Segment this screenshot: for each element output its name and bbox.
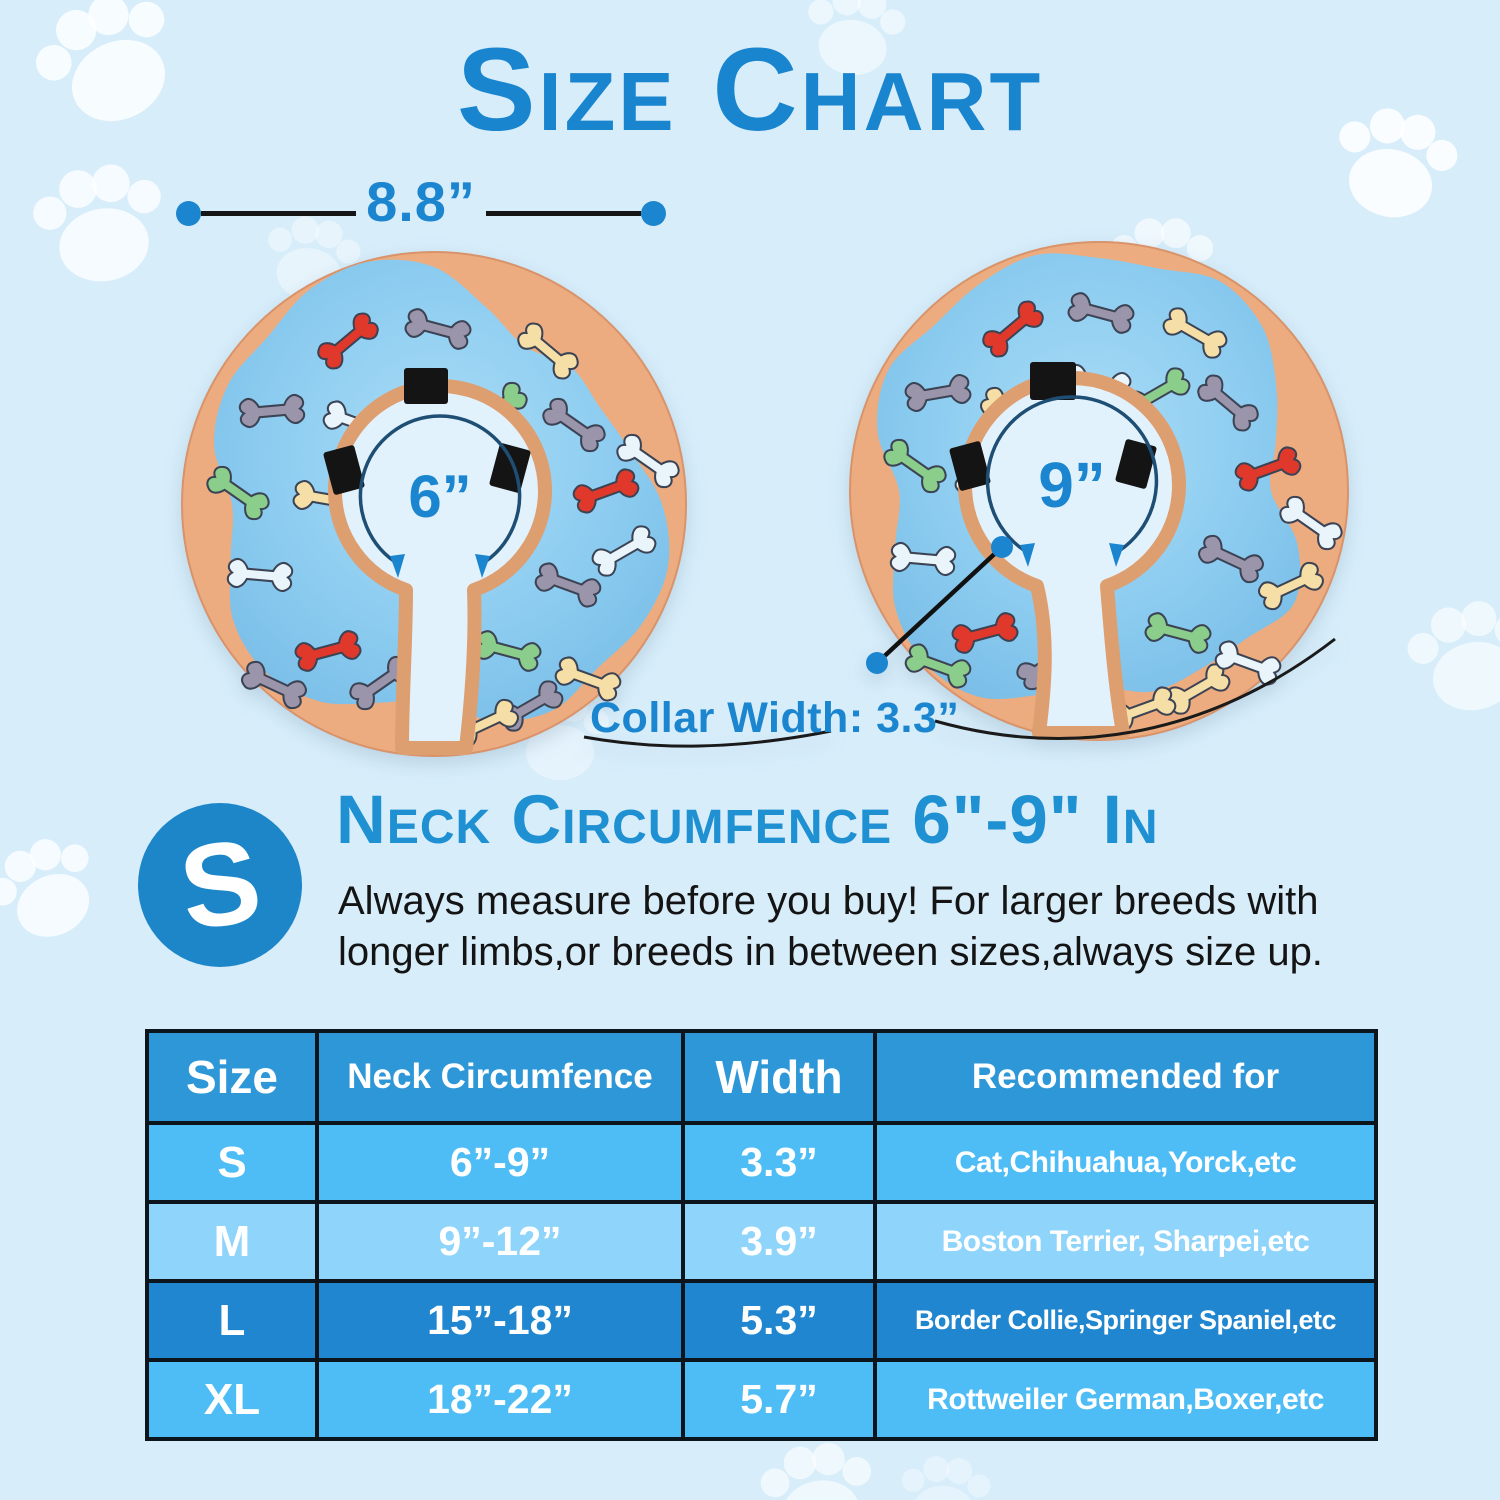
paw-print-icon: [35, 0, 166, 122]
inner-circumference-value: 6”: [408, 463, 471, 530]
cell-recommended: Boston Terrier, Sharpei,etc: [873, 1200, 1378, 1283]
collar-width-measure-line: [875, 545, 1004, 665]
cell-recommended: Border Collie,Springer Spaniel,etc: [873, 1279, 1378, 1362]
donut-illustration: [849, 241, 1349, 741]
measure-endpoint-dot: [866, 652, 888, 674]
cell-recommended: Cat,Chihuahua,Yorck,etc: [873, 1121, 1378, 1204]
paw-print-icon: [0, 839, 90, 937]
cell-width: 5.7”: [681, 1358, 877, 1441]
table-row-s: S 6”-9” 3.3” Cat,Chihuahua,Yorck,etc: [145, 1121, 1378, 1204]
donut-collar-size-s-front: 6”: [181, 251, 832, 757]
measure-line: [201, 210, 357, 216]
donut-collar-size-s-angled: 9”: [849, 241, 1349, 741]
cell-recommended: Rottweiler German,Boxer,etc: [873, 1358, 1378, 1441]
page-title: Size Chart: [456, 24, 1044, 156]
cell-width: 3.9”: [681, 1200, 877, 1283]
measure-endpoint-dot: [641, 200, 667, 226]
circumference-arc: [358, 414, 441, 567]
circumference-arc: [439, 414, 522, 567]
collar-strap: [1030, 362, 1076, 400]
cell-size: M: [145, 1200, 319, 1283]
paw-print-icon: [33, 164, 161, 282]
cell-neck: 15”-18”: [315, 1279, 685, 1362]
outer-width-measure: 8.8”: [176, 170, 667, 233]
paw-print-icon: [808, 0, 906, 76]
paw-print-icon: [1339, 108, 1458, 218]
inflation-cord: [583, 729, 832, 748]
collar-width-label: Collar Width: 3.3”: [590, 694, 960, 742]
arrowhead-icon: [475, 554, 490, 578]
measure-endpoint-dot: [991, 536, 1013, 558]
paw-print-icon: [1407, 601, 1500, 711]
sizing-advice-text: Always measure before you buy! For large…: [338, 879, 1323, 975]
table-row-l: L 15”-18” 5.3” Border Collie,Springer Sp…: [145, 1279, 1378, 1362]
table-row-m: M 9”-12” 3.9” Boston Terrier, Sharpei,et…: [145, 1200, 1378, 1283]
inner-circumference-value: 9”: [1038, 449, 1106, 521]
cell-neck: 9”-12”: [315, 1200, 685, 1283]
cell-size: S: [145, 1121, 319, 1204]
measure-line: [485, 210, 642, 216]
column-header-size: Size: [145, 1029, 319, 1125]
table-row-xl: XL 18”-22” 5.7” Rottweiler German,Boxer,…: [145, 1358, 1378, 1441]
size-badge-letter: S: [171, 814, 269, 956]
arrowhead-icon: [1020, 543, 1035, 567]
arrowhead-icon: [390, 554, 405, 578]
size-chart-table: Size Neck Circumfence Width Recommended …: [145, 1029, 1378, 1441]
cell-width: 5.3”: [681, 1279, 877, 1362]
table-header: Size Neck Circumfence Width Recommended …: [145, 1029, 1378, 1125]
circumference-arc: [1071, 395, 1159, 556]
collar-strap: [1115, 439, 1157, 489]
size-badge: S: [138, 803, 302, 967]
measure-endpoint-dot: [176, 200, 201, 226]
collar-strap: [404, 368, 448, 404]
collar-strap: [949, 441, 991, 491]
column-header-recommended: Recommended for: [873, 1029, 1378, 1125]
cell-neck: 6”-9”: [315, 1121, 685, 1204]
neck-circumference-heading: Neck Circumfence 6"-9" In: [336, 781, 1159, 858]
cell-size: XL: [145, 1358, 319, 1441]
table-header-row: Size Neck Circumfence Width Recommended …: [145, 1029, 1378, 1125]
collar-strap: [323, 445, 365, 495]
outer-width-value: 8.8”: [366, 169, 476, 233]
arrowhead-icon: [1109, 543, 1124, 567]
circumference-arc: [985, 395, 1073, 556]
paw-print-icon: [901, 1456, 991, 1500]
paw-print-icon: [760, 1442, 872, 1500]
column-header-neck: Neck Circumfence: [315, 1029, 685, 1125]
cell-size: L: [145, 1279, 319, 1362]
cell-width: 3.3”: [681, 1121, 877, 1204]
collar-strap: [489, 443, 531, 493]
donut-illustration: [181, 251, 832, 757]
column-header-width: Width: [681, 1029, 877, 1125]
inflation-cord: [934, 637, 1336, 740]
cell-neck: 18”-22”: [315, 1358, 685, 1441]
